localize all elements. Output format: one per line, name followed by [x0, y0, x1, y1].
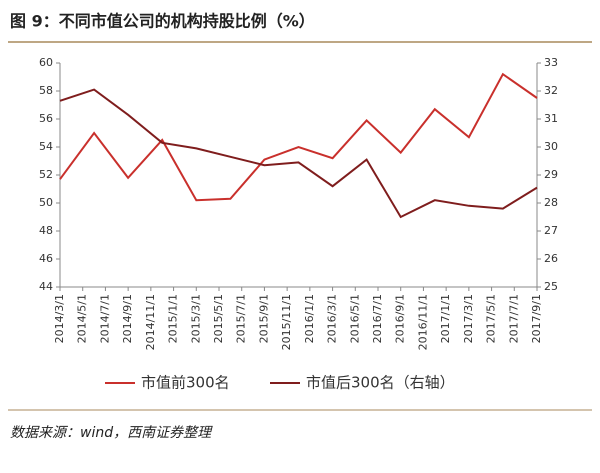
x-tick-label: 2015/1/1	[167, 294, 180, 343]
x-tick-label: 2015/11/1	[280, 294, 293, 350]
y2-tick-label: 26	[544, 252, 558, 265]
y-tick-label: 56	[39, 112, 53, 125]
series-line	[59, 88, 538, 219]
x-tick-label: 2016/5/1	[348, 294, 361, 343]
x-tick-label: 2014/11/1	[144, 294, 157, 350]
x-tick-label: 2016/9/1	[394, 294, 407, 343]
y-tick-label: 48	[39, 224, 53, 237]
series-line	[59, 72, 538, 202]
x-tick-label: 2017/5/1	[485, 294, 498, 343]
x-tick-label: 2017/3/1	[462, 294, 475, 343]
x-tick-label: 2016/3/1	[326, 294, 339, 343]
legend-label: 市值前300名	[141, 374, 230, 392]
x-tick-label: 2017/1/1	[439, 294, 452, 343]
y-tick-label: 54	[39, 140, 53, 153]
y2-tick-label: 27	[544, 224, 558, 237]
x-tick-label: 2016/11/1	[416, 294, 429, 350]
y2-tick-label: 28	[544, 196, 558, 209]
x-tick-label: 2016/7/1	[371, 294, 384, 343]
y-tick-label: 60	[39, 56, 53, 69]
x-tick-label: 2015/9/1	[257, 294, 270, 343]
x-tick-label: 2017/7/1	[507, 294, 520, 343]
source: 数据来源：wind，西南证券整理	[10, 425, 213, 441]
y2-tick-label: 33	[544, 56, 558, 69]
y2-tick-label: 25	[544, 280, 558, 293]
y2-tick-label: 29	[544, 168, 558, 181]
y-tick-label: 52	[39, 168, 53, 181]
x-tick-label: 2016/1/1	[303, 294, 316, 343]
x-tick-label: 2015/5/1	[212, 294, 225, 343]
y-tick-label: 50	[39, 196, 53, 209]
x-tick-label: 2014/3/1	[53, 294, 66, 343]
y-tick-label: 46	[39, 252, 53, 265]
x-tick-label: 2015/3/1	[189, 294, 202, 343]
x-tick-label: 2014/9/1	[121, 294, 134, 343]
y-tick-label: 44	[39, 280, 53, 293]
x-tick-label: 2017/9/1	[530, 294, 543, 343]
x-tick-label: 2014/5/1	[76, 294, 89, 343]
y2-tick-label: 31	[544, 112, 558, 125]
x-tick-label: 2015/7/1	[235, 294, 248, 343]
y2-tick-label: 30	[544, 140, 558, 153]
x-tick-label: 2014/7/1	[98, 294, 111, 343]
chart-title: 图 9：不同市值公司的机构持股比例（%）	[10, 12, 315, 31]
y-tick-label: 58	[39, 84, 53, 97]
legend-label: 市值后300名（右轴）	[306, 374, 455, 392]
y2-tick-label: 32	[544, 84, 558, 97]
